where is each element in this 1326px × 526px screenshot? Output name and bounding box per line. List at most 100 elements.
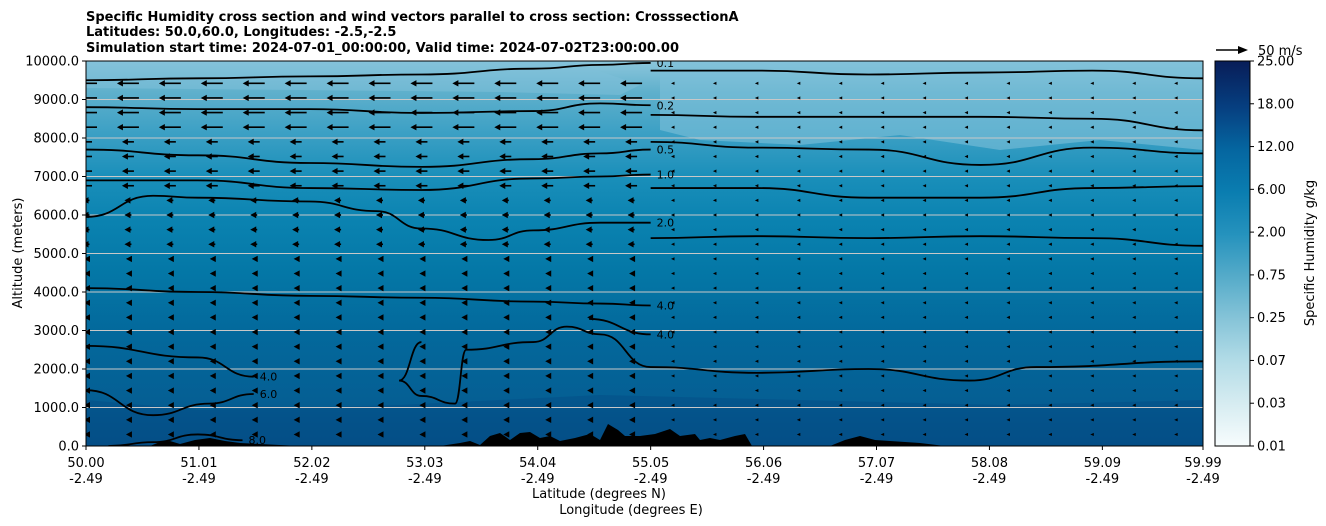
wind-vector-head: [373, 153, 380, 160]
wind-vector: [964, 96, 969, 100]
wind-vector: [964, 81, 969, 85]
wind-vector-head: [503, 270, 510, 277]
wind-vector: [754, 140, 759, 144]
wind-vector-head: [167, 431, 174, 438]
wind-vector-head: [293, 299, 300, 306]
wind-vector-head: [293, 284, 300, 292]
wind-vector: [1174, 213, 1178, 217]
wind-vector: [1090, 110, 1094, 115]
wind-vector: [1132, 242, 1136, 246]
wind-vector-head: [587, 401, 594, 409]
wind-vector: [671, 125, 675, 129]
wind-vector: [838, 286, 843, 290]
wind-vector-head: [292, 241, 299, 248]
wind-vector-head: [503, 328, 510, 336]
x-tick-label-lon: -2.49: [408, 472, 442, 487]
wind-vector-head: [459, 241, 466, 248]
wind-vector-head: [167, 255, 174, 263]
wind-vector: [796, 228, 801, 232]
wind-vector: [838, 418, 843, 422]
wind-vector-head: [250, 211, 257, 219]
wind-vector-head: [377, 328, 384, 336]
wind-vector-head: [587, 358, 594, 365]
wind-vector: [964, 418, 969, 422]
wind-vector-head: [620, 94, 627, 102]
wind-vector: [1174, 271, 1178, 276]
wind-vector-head: [167, 401, 174, 409]
wind-vector-head: [368, 124, 375, 131]
wind-vector: [1006, 388, 1010, 393]
wind-vector-head: [419, 387, 426, 394]
wind-vector: [922, 359, 927, 363]
x-tick-label-lat: 58.08: [971, 456, 1008, 471]
wind-vector-head: [209, 372, 216, 380]
grid-lines: [86, 99, 1203, 408]
wind-vector-head: [86, 416, 90, 424]
wind-vector-head: [545, 401, 552, 409]
wind-vector-head: [292, 226, 299, 233]
wind-vector: [754, 286, 759, 290]
wind-vector-head: [536, 124, 543, 131]
wind-vector: [754, 374, 759, 378]
wind-vector: [922, 242, 927, 246]
wind-vector-head: [293, 387, 300, 394]
wind-vector: [671, 110, 675, 115]
wind-vector: [838, 140, 843, 144]
wind-vector: [964, 213, 969, 217]
wind-vector-head: [75, 124, 81, 130]
wind-vector: [1090, 198, 1094, 202]
wind-vector-head: [331, 167, 338, 175]
wind-vector: [880, 198, 885, 202]
wind-vector: [712, 184, 717, 188]
wind-vector: [712, 228, 717, 232]
wind-vector-head: [419, 255, 426, 263]
wind-vector: [1048, 374, 1052, 378]
wind-vector-head: [242, 109, 249, 116]
wind-vector: [1006, 169, 1010, 173]
wind-vector-head: [625, 138, 632, 146]
wind-vector-head: [293, 358, 300, 365]
wind-vector: [922, 271, 927, 276]
wind-vector-head: [499, 138, 506, 146]
wind-vector: [964, 228, 969, 232]
wind-vector-head: [368, 80, 375, 87]
wind-vector: [838, 359, 843, 363]
wind-vector: [671, 228, 675, 232]
wind-vector: [1006, 432, 1010, 437]
contour-label: 6.0: [260, 388, 278, 401]
wind-vector: [964, 140, 969, 144]
wind-vector-head: [251, 387, 258, 394]
wind-vector-head: [545, 255, 552, 263]
wind-vector-head: [334, 211, 341, 219]
wind-vector: [712, 154, 717, 159]
contour-label: 1.0: [657, 169, 675, 182]
colorbar-tick-label: 2.00: [1257, 226, 1286, 241]
x-tick-label-lat: 56.06: [745, 456, 782, 471]
x-tick-label-lon: -2.49: [747, 472, 781, 487]
wind-vector-head: [124, 241, 131, 248]
wind-vector: [1048, 184, 1052, 188]
wind-vector: [1006, 81, 1010, 85]
wind-vector: [838, 403, 843, 407]
wind-vector-head: [499, 182, 506, 189]
contour-line: [86, 287, 651, 307]
wind-vector-head: [80, 153, 86, 159]
contour-label: 4.0: [657, 299, 675, 312]
wind-vector: [880, 432, 885, 437]
wind-vector-head: [293, 314, 300, 321]
wind-vector: [880, 96, 885, 100]
quiver-key-label: 50 m/s: [1258, 44, 1303, 59]
wind-vector-head: [121, 138, 128, 146]
wind-vector-head: [376, 241, 383, 248]
wind-vector: [1174, 198, 1178, 202]
wind-vector-head: [373, 167, 380, 175]
wind-vector-head: [167, 299, 174, 306]
wind-vector-head: [419, 299, 426, 306]
wind-vector: [1048, 330, 1052, 334]
wind-vector: [796, 110, 801, 115]
wind-vector: [712, 359, 717, 363]
wind-vector-head: [583, 138, 590, 146]
wind-vector: [964, 110, 969, 115]
wind-vector: [880, 81, 885, 85]
